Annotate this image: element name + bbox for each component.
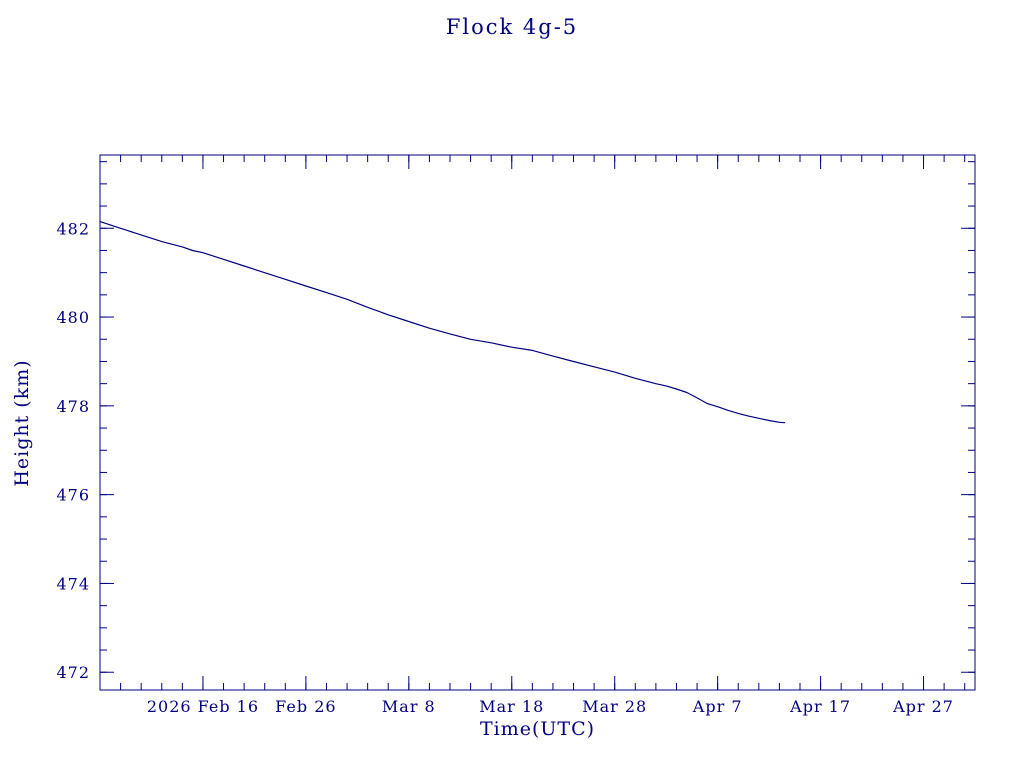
plot-box bbox=[99, 154, 976, 691]
height-decay-line bbox=[99, 221, 786, 424]
x-axis-title: Time(UTC) bbox=[479, 718, 596, 740]
y-tick-label: 474 bbox=[56, 574, 90, 593]
plot-axes bbox=[99, 154, 976, 691]
x-tick-label: Feb 26 bbox=[275, 697, 336, 716]
x-tick-label: Mar 8 bbox=[382, 697, 436, 716]
y-tick-label: 476 bbox=[56, 486, 90, 505]
x-tick-label: Apr 17 bbox=[789, 697, 851, 716]
x-tick-label: Mar 28 bbox=[582, 697, 647, 716]
y-tick-label: 480 bbox=[56, 308, 90, 327]
y-tick-label: 482 bbox=[56, 219, 90, 238]
x-tick-label: 2026 Feb 16 bbox=[147, 697, 259, 716]
tick-labels: 2026 Feb 16 Feb 26 Mar 8 Mar 18 Mar 28 Apr 7 A… bbox=[56, 219, 954, 716]
x-tick-label: Mar 18 bbox=[479, 697, 544, 716]
x-tick-label: Apr 27 bbox=[892, 697, 954, 716]
y-tick-label: 472 bbox=[56, 663, 90, 682]
y-tick-label: 478 bbox=[56, 397, 90, 416]
chart-title: Flock 4g-5 bbox=[445, 15, 579, 39]
x-tick-label: Apr 7 bbox=[692, 697, 743, 716]
